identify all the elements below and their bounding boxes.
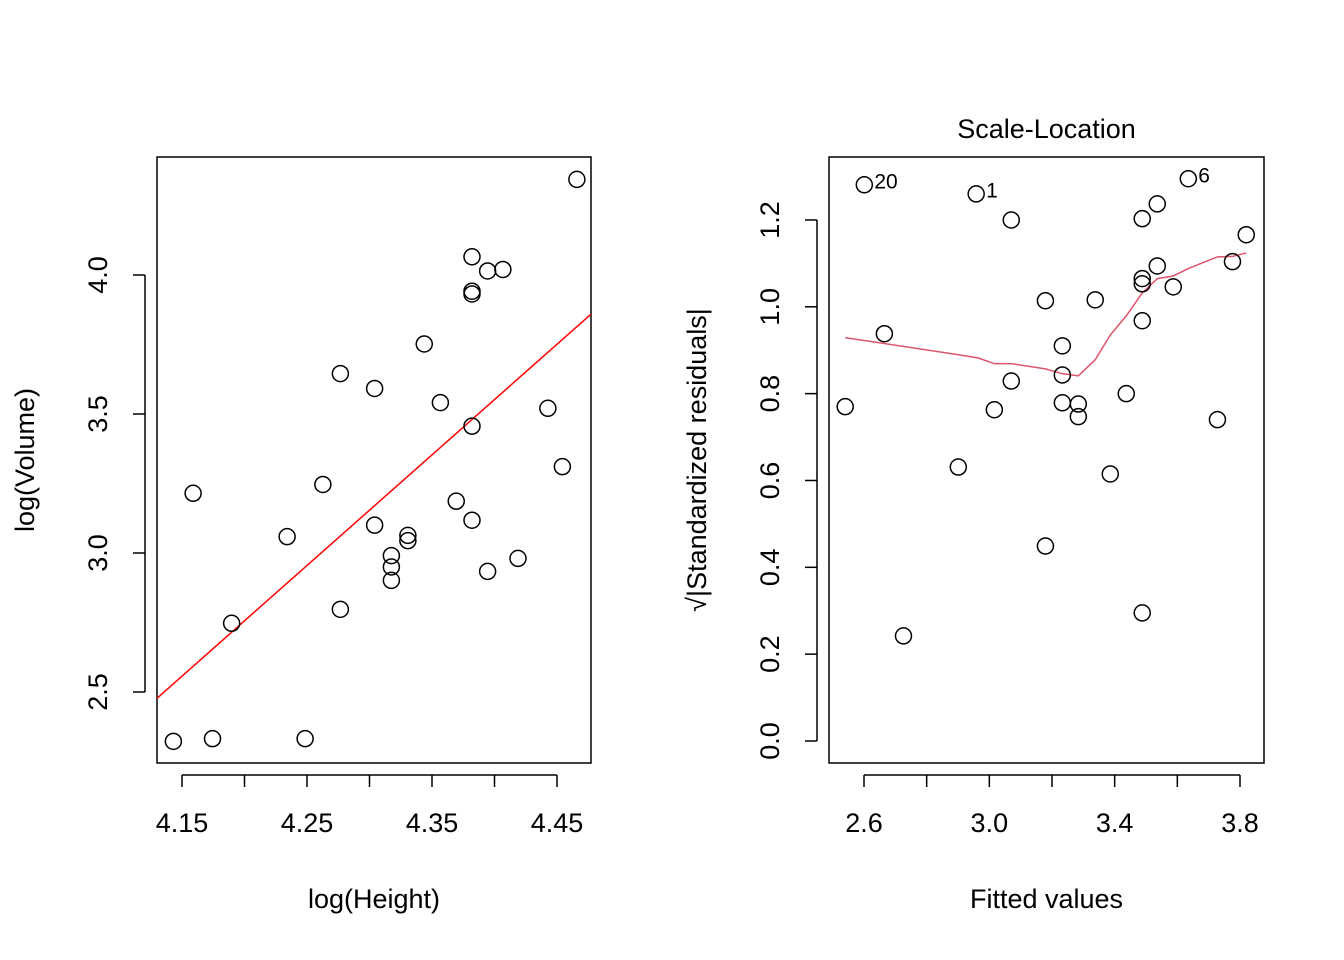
x-tick-label: 3.0 — [971, 808, 1009, 838]
x-tick-label: 3.8 — [1221, 808, 1259, 838]
y-tick-label: 4.0 — [83, 256, 113, 294]
point — [478, 562, 497, 581]
point — [1133, 604, 1151, 622]
point-label: 20 — [874, 170, 897, 193]
point — [382, 546, 401, 565]
point — [463, 417, 481, 435]
point — [296, 729, 314, 748]
point-label: 1 — [986, 179, 998, 202]
x-tick-label: 2.6 — [845, 808, 883, 838]
x-tick-label: 4.35 — [406, 808, 459, 838]
point — [1036, 291, 1055, 310]
point — [1002, 372, 1021, 390]
point — [985, 400, 1004, 419]
point — [1148, 257, 1167, 275]
x-tick-label: 4.15 — [156, 808, 209, 838]
point — [855, 176, 874, 194]
y-tick-label: 0.6 — [755, 462, 785, 500]
point — [1237, 225, 1256, 244]
point — [1164, 278, 1183, 296]
point — [365, 516, 384, 534]
plot-frame — [828, 156, 1265, 764]
point-label: 6 — [1198, 164, 1210, 187]
point — [331, 364, 350, 383]
point — [1002, 211, 1021, 229]
plot-frame — [156, 156, 592, 764]
y-tick-label: 1.0 — [755, 288, 785, 326]
y-tick-label: 1.2 — [755, 201, 785, 239]
point — [278, 527, 296, 546]
point — [836, 397, 854, 416]
point — [875, 324, 894, 343]
point — [431, 393, 450, 412]
chart-title: Scale-Location — [957, 114, 1136, 144]
point — [1223, 252, 1242, 271]
point — [1117, 384, 1136, 403]
y-tick-label: 0.2 — [755, 635, 785, 673]
y-tick-label: 3.5 — [83, 395, 113, 433]
smooth-line — [845, 252, 1247, 377]
point — [1069, 395, 1088, 413]
point — [1133, 311, 1151, 330]
point — [447, 492, 465, 510]
point — [382, 571, 401, 590]
point — [967, 185, 985, 203]
point — [1053, 337, 1072, 355]
x-axis-label: log(Height) — [308, 884, 440, 914]
y-tick-label: 0.4 — [755, 549, 785, 587]
point — [1069, 407, 1088, 426]
point — [365, 379, 384, 398]
point — [203, 729, 222, 748]
x-axis-label: Fitted values — [970, 884, 1123, 914]
point — [568, 170, 586, 189]
y-axis-label: √|Standardized residuals| — [682, 308, 712, 612]
fit-line — [156, 313, 592, 699]
y-tick-label: 0.0 — [755, 722, 785, 760]
x-tick-label: 4.25 — [281, 808, 334, 838]
point — [894, 627, 913, 645]
point — [1086, 291, 1104, 309]
point — [1133, 209, 1151, 228]
point — [553, 457, 572, 476]
point — [164, 732, 183, 751]
point — [1101, 465, 1120, 483]
point — [1133, 275, 1151, 293]
point — [1208, 410, 1227, 429]
point — [1053, 366, 1072, 384]
y-tick-label: 0.8 — [755, 375, 785, 413]
point — [1179, 169, 1198, 188]
y-tick-label: 2.5 — [83, 673, 113, 711]
point — [415, 335, 433, 353]
point — [463, 285, 481, 303]
point — [1148, 195, 1167, 213]
point — [314, 475, 332, 494]
x-tick-label: 4.45 — [531, 808, 584, 838]
x-tick-label: 3.4 — [1096, 808, 1134, 838]
point — [331, 600, 350, 619]
point — [478, 262, 497, 280]
point — [1133, 269, 1151, 288]
point — [463, 511, 481, 529]
y-tick-label: 3.0 — [83, 534, 113, 572]
point — [949, 458, 968, 476]
point — [509, 549, 527, 568]
point — [463, 248, 481, 266]
point — [184, 484, 202, 503]
point — [382, 558, 401, 576]
point — [399, 531, 417, 550]
point — [1036, 537, 1055, 555]
point — [222, 614, 241, 633]
point — [1053, 394, 1072, 412]
point — [399, 526, 417, 545]
point — [539, 399, 557, 418]
y-axis-label: log(Volume) — [10, 388, 40, 532]
point — [494, 260, 512, 279]
